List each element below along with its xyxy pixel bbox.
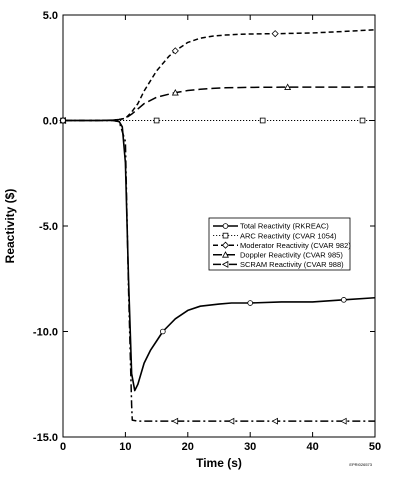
legend-marker bbox=[222, 251, 229, 258]
series-marker-4 bbox=[227, 417, 235, 425]
series-marker-2 bbox=[171, 47, 179, 55]
legend-label: Doppler Reactivity (CVAR 985) bbox=[240, 251, 343, 260]
legend-marker bbox=[221, 241, 230, 249]
y-tick-label: 5.0 bbox=[43, 10, 58, 22]
series-marker-3 bbox=[284, 83, 292, 90]
y-axis-label: Reactivity ($) bbox=[3, 189, 17, 264]
series-marker-0 bbox=[340, 297, 347, 303]
legend: Total Reactivity (RKREAC)ARC Reactivity … bbox=[208, 217, 351, 271]
x-axis-ticks: 0 10 20 30 40 50 bbox=[60, 15, 381, 453]
series-marker-2 bbox=[271, 30, 279, 38]
series-marker-0 bbox=[60, 117, 66, 124]
legend-label: Total Reactivity (RKREAC) bbox=[240, 222, 329, 231]
series-marker-0 bbox=[247, 300, 254, 306]
marker-layer bbox=[59, 30, 366, 425]
legend-marker bbox=[221, 260, 229, 268]
series-line-2 bbox=[63, 29, 376, 122]
x-tick-label: 30 bbox=[244, 441, 256, 453]
series-line-0 bbox=[63, 119, 376, 392]
legend-label: SCRAM Reactivity (CVAR 988) bbox=[240, 260, 344, 269]
legend-label: ARC Reactivity (CVAR 1054) bbox=[240, 231, 337, 240]
series-marker-1 bbox=[259, 117, 266, 124]
x-axis-label: Time (s) bbox=[196, 456, 242, 470]
x-tick-label: 40 bbox=[306, 441, 318, 453]
series-marker-1 bbox=[359, 117, 366, 124]
figure-id: EPRI026573 bbox=[349, 462, 372, 467]
series-marker-4 bbox=[340, 417, 347, 425]
series-marker-4 bbox=[171, 417, 179, 425]
series-marker-4 bbox=[271, 417, 278, 425]
x-tick-label: 10 bbox=[119, 441, 131, 453]
series-marker-0 bbox=[160, 328, 166, 335]
series-marker-3 bbox=[171, 89, 179, 96]
y-tick-label: -10.0 bbox=[33, 327, 58, 339]
y-axis-ticks: 5.0 0.0 -5.0 -10.0 -15.0 bbox=[33, 10, 375, 444]
y-tick-label: -15.0 bbox=[33, 432, 58, 444]
series-marker-1 bbox=[153, 117, 160, 124]
x-tick-label: 50 bbox=[369, 441, 381, 453]
x-tick-label: 20 bbox=[182, 441, 194, 453]
legend-label: Moderator Reactivity (CVAR 982) bbox=[240, 241, 351, 250]
series-line-3 bbox=[63, 86, 376, 122]
series-line-4 bbox=[63, 119, 375, 422]
y-tick-label: 0.0 bbox=[43, 116, 58, 128]
legend-marker bbox=[222, 223, 229, 229]
x-tick-label: 0 bbox=[60, 441, 66, 453]
y-tick-label: -5.0 bbox=[39, 221, 58, 233]
legend-marker bbox=[222, 232, 229, 239]
